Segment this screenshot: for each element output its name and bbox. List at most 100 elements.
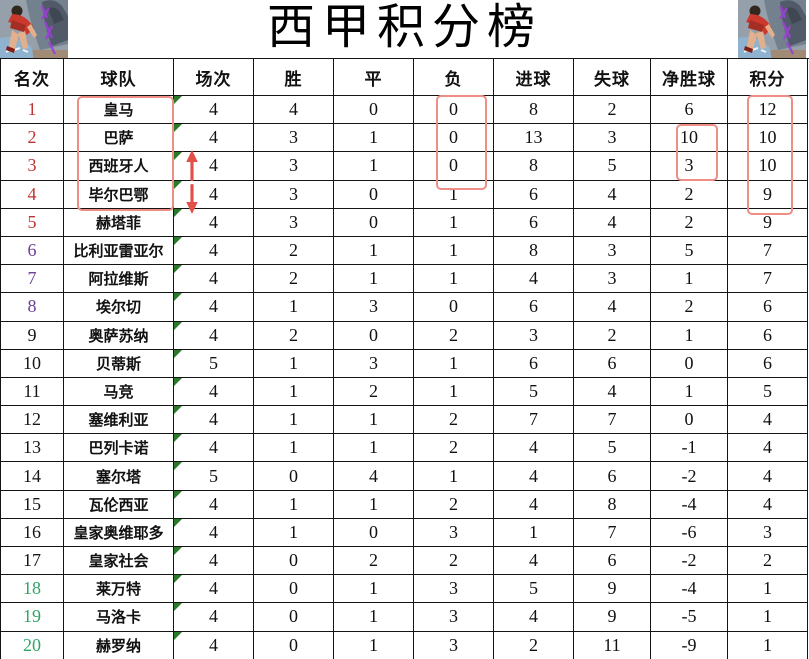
stat-cell-value: 3 bbox=[607, 240, 617, 261]
team-name-cell-value: 赫罗纳 bbox=[95, 637, 141, 655]
stat-cell-value: 7 bbox=[529, 409, 538, 430]
stat-cell: 3 bbox=[651, 152, 728, 181]
stat-cell: 2 bbox=[334, 547, 414, 576]
column-header-label: 名次 bbox=[14, 69, 50, 89]
stat-cell-value: 3 bbox=[449, 578, 458, 599]
stat-cell-value: 2 bbox=[607, 324, 617, 345]
column-header-4: 平 bbox=[334, 59, 414, 96]
green-corner-indicator-icon bbox=[174, 236, 182, 245]
team-name-cell-value: 赫塔菲 bbox=[95, 214, 141, 232]
stat-cell-value: 5 bbox=[763, 380, 772, 401]
stat-cell-value: 6 bbox=[529, 183, 538, 204]
stat-cell-value: 2 bbox=[684, 211, 694, 232]
team-name-cell-value: 比利亚雷亚尔 bbox=[73, 243, 164, 261]
stat-cell-value: 4 bbox=[529, 550, 538, 571]
stat-cell: 4 bbox=[174, 377, 254, 407]
stat-cell: 1 bbox=[254, 406, 334, 435]
stat-cell-value: -2 bbox=[681, 550, 697, 571]
rank-cell: 5 bbox=[1, 208, 64, 237]
stat-cell: 1 bbox=[254, 490, 334, 519]
stat-cell: 2 bbox=[334, 377, 414, 407]
stat-cell-value: 1 bbox=[369, 578, 378, 599]
team-name-cell-value: 瓦伦西亚 bbox=[88, 496, 149, 514]
stat-cell-value: 1 bbox=[289, 493, 298, 514]
team-name-cell: 巴列卡诺 bbox=[64, 434, 174, 463]
stat-cell: 2 bbox=[574, 96, 651, 125]
green-corner-indicator-icon bbox=[174, 631, 182, 640]
team-name-cell: 巴萨 bbox=[64, 124, 174, 153]
stat-cell-value: 10 bbox=[758, 127, 777, 148]
stat-cell: 4 bbox=[494, 265, 574, 294]
stat-cell: 2 bbox=[254, 321, 334, 350]
rank-cell-value: 12 bbox=[23, 409, 41, 430]
stat-cell-value: 3 bbox=[449, 606, 458, 627]
stat-cell: 2 bbox=[728, 547, 808, 576]
stat-cell: 4 bbox=[494, 603, 574, 632]
stat-cell: 1 bbox=[414, 349, 494, 378]
stat-cell: 7 bbox=[574, 406, 651, 435]
title-bar: 西甲积分榜 bbox=[0, 0, 809, 63]
team-name-cell-value: 贝蒂斯 bbox=[95, 355, 141, 373]
rank-cell: 3 bbox=[1, 152, 64, 181]
team-name-cell-value: 西班牙人 bbox=[88, 158, 149, 176]
stat-cell: 1 bbox=[334, 152, 414, 181]
stat-cell-value: 3 bbox=[607, 127, 617, 148]
column-header-label: 失球 bbox=[594, 69, 630, 89]
stat-cell: 4 bbox=[174, 96, 254, 125]
stat-cell: 9 bbox=[728, 208, 808, 237]
stat-cell-value: 7 bbox=[763, 268, 772, 289]
stat-cell: 5 bbox=[651, 236, 728, 266]
stat-cell: 4 bbox=[174, 603, 254, 632]
stat-cell: 4 bbox=[494, 462, 574, 491]
stat-cell-value: 6 bbox=[763, 352, 772, 373]
rank-cell: 14 bbox=[1, 462, 64, 491]
stat-cell-value: 7 bbox=[763, 240, 772, 261]
rank-cell-value: 7 bbox=[27, 268, 37, 289]
stat-cell: 1 bbox=[254, 518, 334, 547]
stat-cell-value: 10 bbox=[758, 155, 777, 176]
stat-cell-value: 4 bbox=[529, 268, 538, 289]
stat-cell-value: 1 bbox=[449, 465, 458, 486]
players-artwork-right-image bbox=[738, 0, 806, 63]
stat-cell-value: 4 bbox=[209, 211, 218, 232]
stat-cell: 3 bbox=[334, 349, 414, 378]
stat-cell: 1 bbox=[728, 603, 808, 632]
stat-cell: 1 bbox=[414, 208, 494, 237]
stat-cell: 0 bbox=[651, 349, 728, 378]
stat-cell-value: 5 bbox=[209, 465, 218, 486]
stat-cell-value: 0 bbox=[369, 99, 378, 120]
stat-cell: 6 bbox=[494, 208, 574, 237]
stat-cell: 6 bbox=[574, 349, 651, 378]
team-name-cell: 皇家奥维耶多 bbox=[64, 518, 174, 547]
stat-cell-value: -9 bbox=[681, 634, 697, 655]
stat-cell: -5 bbox=[651, 603, 728, 632]
stat-cell: 1 bbox=[334, 434, 414, 463]
stat-cell: 3 bbox=[254, 180, 334, 209]
stat-cell: 8 bbox=[574, 490, 651, 519]
stat-cell: 10 bbox=[728, 124, 808, 153]
stat-cell: 4 bbox=[334, 462, 414, 491]
stat-cell-value: 0 bbox=[289, 550, 298, 571]
stat-cell-value: 6 bbox=[529, 211, 538, 232]
stat-cell-value: 3 bbox=[289, 127, 298, 148]
stat-cell-value: 4 bbox=[209, 268, 218, 289]
stat-cell-value: 1 bbox=[369, 268, 378, 289]
stat-cell: 2 bbox=[651, 208, 728, 237]
stat-cell: 3 bbox=[574, 265, 651, 294]
stat-cell: 7 bbox=[728, 236, 808, 266]
stat-cell-value: 5 bbox=[529, 578, 538, 599]
column-header-label: 积分 bbox=[749, 69, 786, 89]
stat-cell: 0 bbox=[414, 124, 494, 153]
stat-cell-value: 3 bbox=[369, 352, 378, 373]
stat-cell-value: 1 bbox=[289, 352, 298, 373]
stat-cell: 0 bbox=[414, 293, 494, 322]
stat-cell: 2 bbox=[254, 236, 334, 266]
stat-cell: 9 bbox=[574, 575, 651, 604]
team-name-cell: 马洛卡 bbox=[64, 603, 174, 632]
team-name-cell: 莱万特 bbox=[64, 575, 174, 604]
stat-cell: 5 bbox=[174, 462, 254, 491]
stat-cell-value: -2 bbox=[681, 465, 697, 486]
stat-cell: 0 bbox=[334, 321, 414, 350]
rank-cell-value: 16 bbox=[23, 521, 41, 542]
stat-cell-value: 1 bbox=[529, 521, 538, 542]
